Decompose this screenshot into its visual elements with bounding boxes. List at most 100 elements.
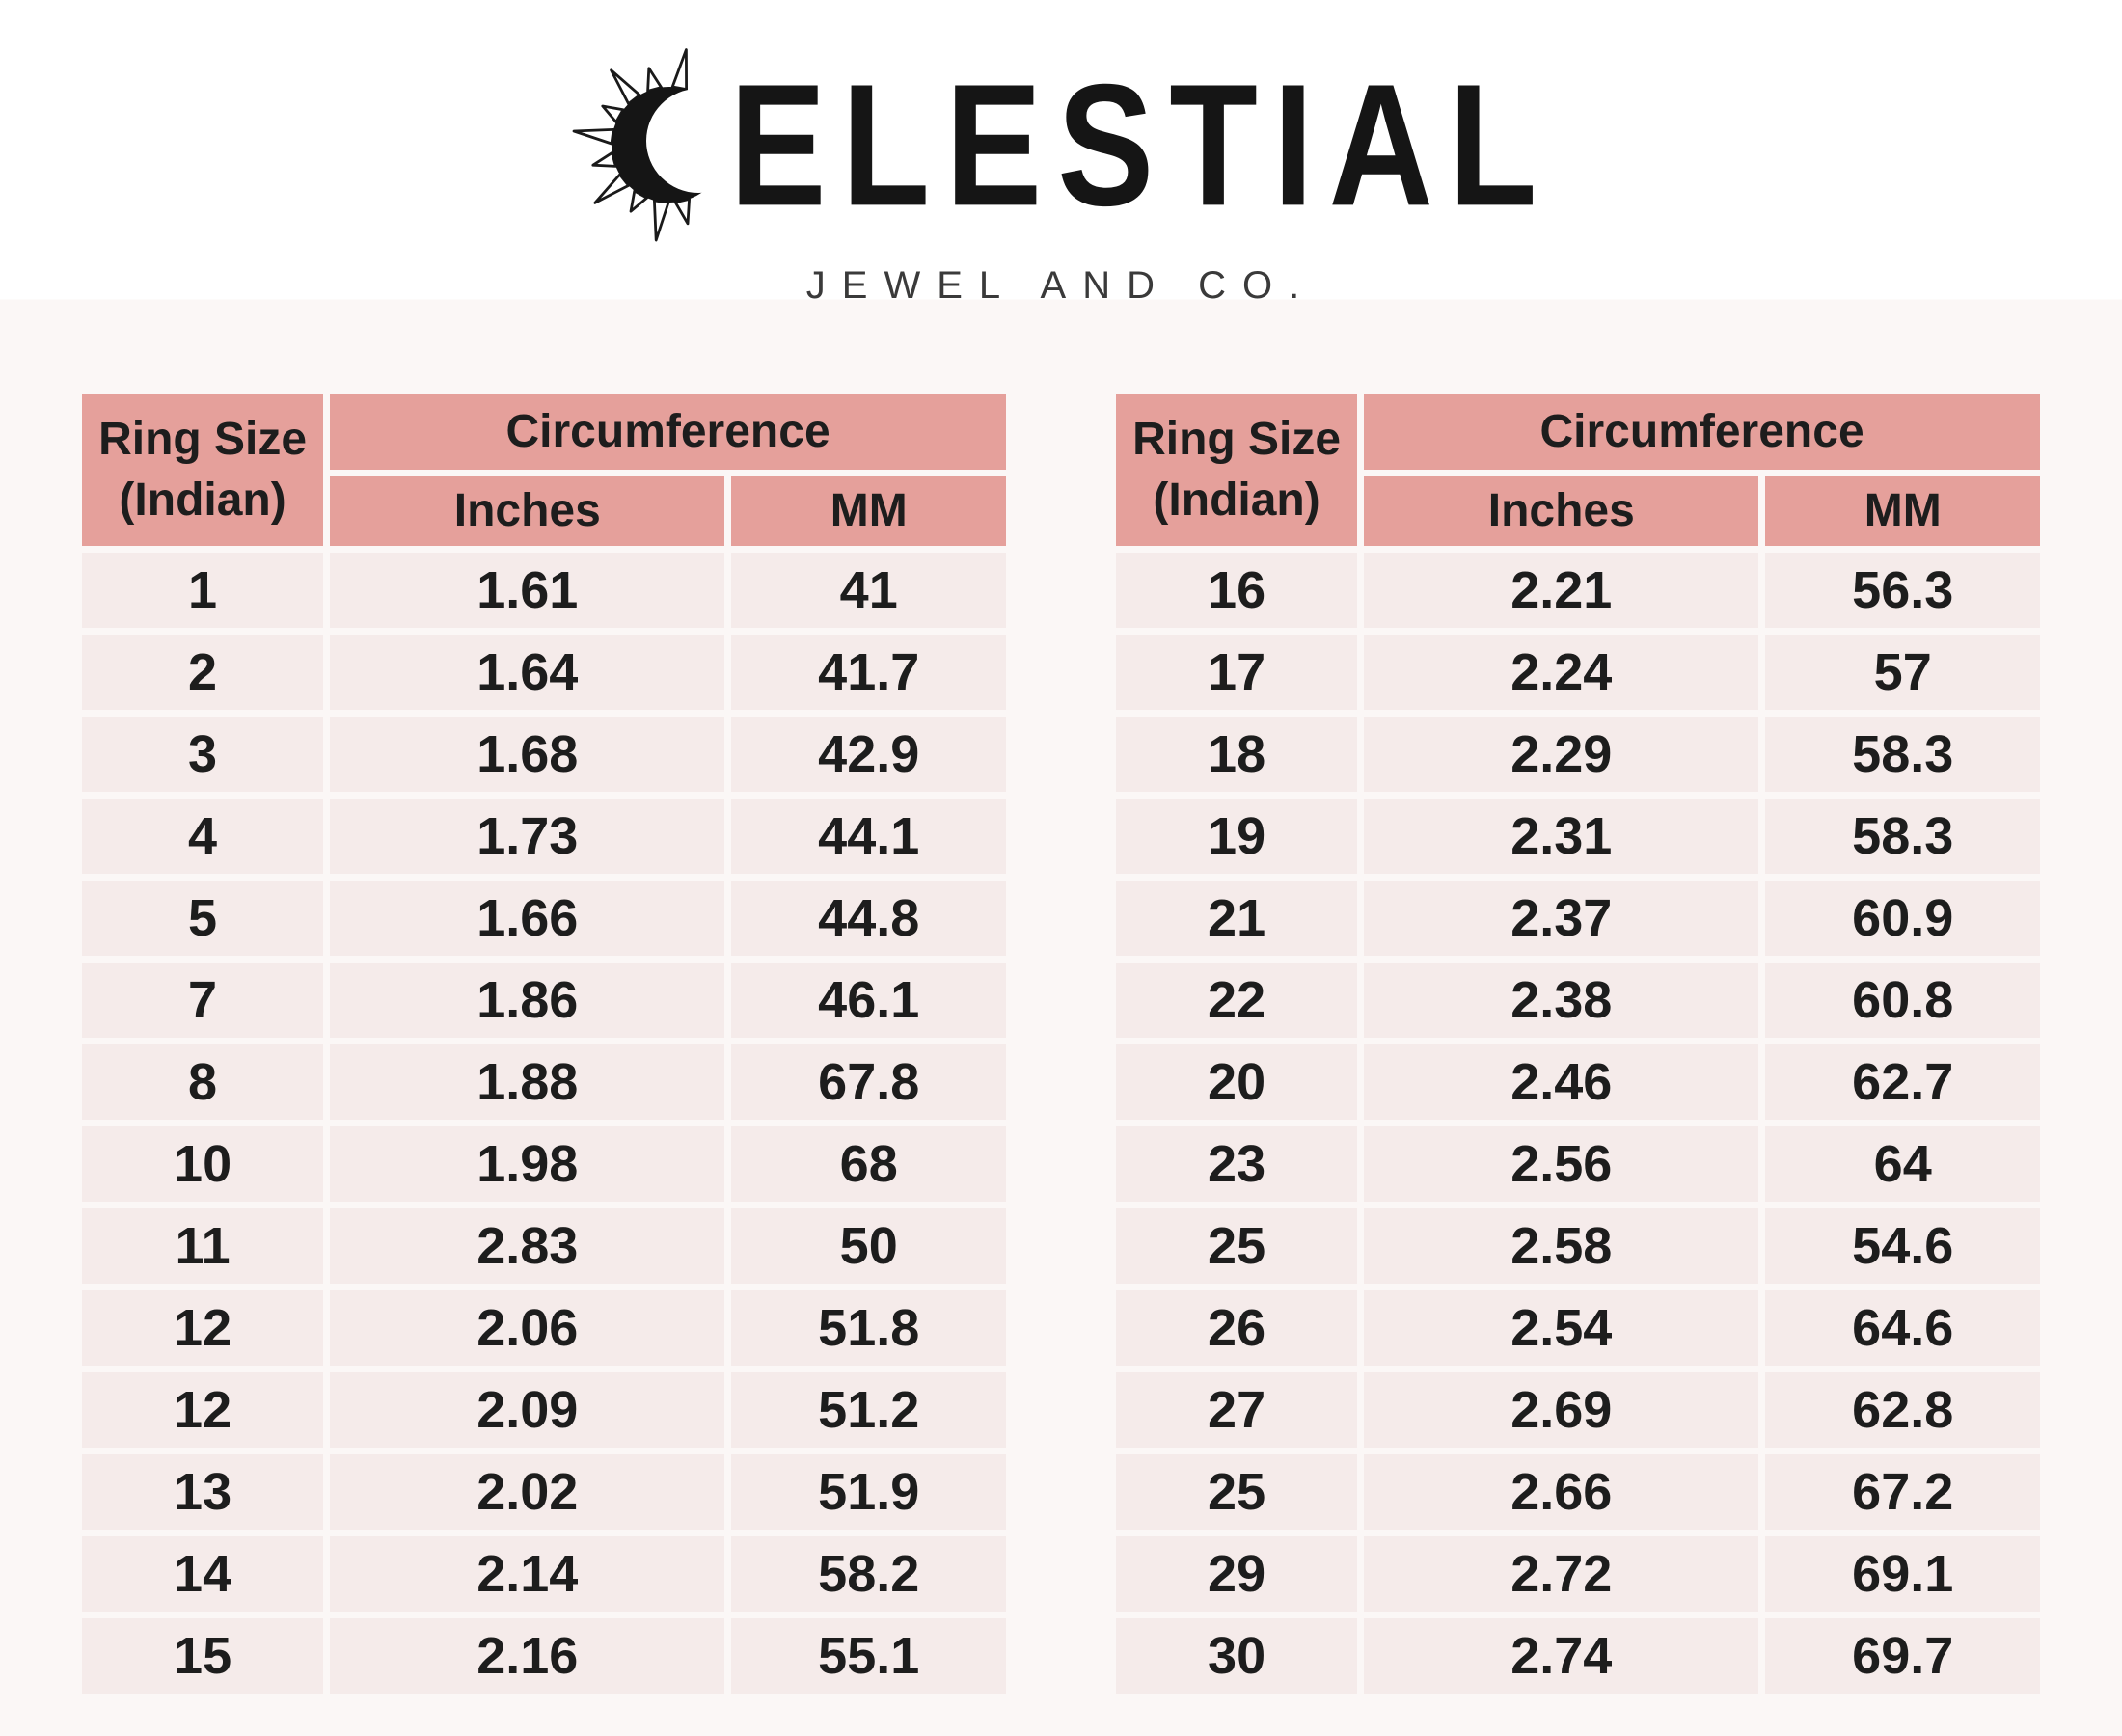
ring-size-cell: 16 xyxy=(1116,553,1358,628)
header-row-top: Ring Size (Indian) Circumference xyxy=(1116,394,2040,546)
ring-size-header-cell: Ring Size (Indian) xyxy=(82,394,324,546)
ring-size-cell: 25 xyxy=(1116,1454,1358,1530)
ring-size-cell: 3 xyxy=(82,717,324,792)
inches-cell: 2.31 xyxy=(1364,799,1759,874)
ring-size-cell: 19 xyxy=(1116,799,1358,874)
table-row: 25 2.66 67.2 xyxy=(1116,1454,2040,1530)
inches-cell: 2.21 xyxy=(1364,553,1759,628)
mm-cell: 57 xyxy=(1765,635,2040,710)
ring-size-cell: 25 xyxy=(1116,1208,1358,1284)
circumference-header-cell: Circumference xyxy=(330,394,1006,470)
table-body: 16 2.21 56.3 17 2.24 57 18 2.29 58.3 19 2.31 58.3 21… xyxy=(1116,553,2040,1694)
ring-size-cell: 8 xyxy=(82,1044,324,1120)
mm-cell: 55.1 xyxy=(731,1618,1006,1694)
inches-header-cell: Inches xyxy=(330,476,725,546)
mm-cell: 62.8 xyxy=(1765,1372,2040,1448)
inches-cell: 2.37 xyxy=(1364,881,1759,956)
inches-cell: 1.73 xyxy=(330,799,725,874)
ring-size-header-line1: Ring Size xyxy=(98,414,308,466)
mm-cell: 51.9 xyxy=(731,1454,1006,1530)
ring-size-cell: 20 xyxy=(1116,1044,1358,1120)
table-row: 5 1.66 44.8 xyxy=(82,881,1006,956)
table-row: 17 2.24 57 xyxy=(1116,635,2040,710)
mm-cell: 60.9 xyxy=(1765,881,2040,956)
mm-cell: 51.2 xyxy=(731,1372,1006,1448)
inches-cell: 1.86 xyxy=(330,963,725,1038)
table-header: Ring Size (Indian) Circumference Inches MM xyxy=(1116,394,2040,546)
inches-cell: 2.66 xyxy=(1364,1454,1759,1530)
inches-cell: 2.74 xyxy=(1364,1618,1759,1694)
mm-cell: 58.3 xyxy=(1765,799,2040,874)
table-row: 7 1.86 46.1 xyxy=(82,963,1006,1038)
mm-cell: 69.1 xyxy=(1765,1536,2040,1612)
inches-cell: 1.68 xyxy=(330,717,725,792)
table-row: 2 1.64 41.7 xyxy=(82,635,1006,710)
mm-cell: 64.6 xyxy=(1765,1290,2040,1366)
size-charts: Ring Size (Indian) Circumference Inches MM 1 1… xyxy=(0,388,2122,1700)
table-row: 27 2.69 62.8 xyxy=(1116,1372,2040,1448)
table-row: 20 2.46 62.7 xyxy=(1116,1044,2040,1120)
brand-name: ELESTIAL xyxy=(729,47,1553,242)
ring-size-cell: 29 xyxy=(1116,1536,1358,1612)
ring-size-cell: 15 xyxy=(82,1618,324,1694)
header-row-sub: Inches MM xyxy=(1116,476,2040,546)
ring-size-cell: 1 xyxy=(82,553,324,628)
table-row: 14 2.14 58.2 xyxy=(82,1536,1006,1612)
mm-cell: 60.8 xyxy=(1765,963,2040,1038)
table-header: Ring Size (Indian) Circumference Inches MM xyxy=(82,394,1006,546)
mm-cell: 67.2 xyxy=(1765,1454,2040,1530)
inches-header-cell: Inches xyxy=(1364,476,1759,546)
mm-cell: 51.8 xyxy=(731,1290,1006,1366)
ring-size-cell: 2 xyxy=(82,635,324,710)
table-row: 1 1.61 41 xyxy=(82,553,1006,628)
inches-cell: 2.09 xyxy=(330,1372,725,1448)
table-row: 3 1.68 42.9 xyxy=(82,717,1006,792)
ring-size-cell: 5 xyxy=(82,881,324,956)
header-row-sub: Inches MM xyxy=(82,476,1006,546)
ring-size-cell: 17 xyxy=(1116,635,1358,710)
inches-cell: 2.69 xyxy=(1364,1372,1759,1448)
ring-size-cell: 12 xyxy=(82,1372,324,1448)
table-row: 12 2.09 51.2 xyxy=(82,1372,1006,1448)
header-row-top: Ring Size (Indian) Circumference xyxy=(82,394,1006,546)
table-row: 29 2.72 69.1 xyxy=(1116,1536,2040,1612)
ring-size-cell: 7 xyxy=(82,963,324,1038)
ring-size-cell: 22 xyxy=(1116,963,1358,1038)
ring-size-cell: 14 xyxy=(82,1536,324,1612)
ring-size-cell: 11 xyxy=(82,1208,324,1284)
inches-cell: 1.66 xyxy=(330,881,725,956)
inches-cell: 2.58 xyxy=(1364,1208,1759,1284)
table-row: 18 2.29 58.3 xyxy=(1116,717,2040,792)
inches-cell: 2.02 xyxy=(330,1454,725,1530)
mm-cell: 64 xyxy=(1765,1126,2040,1202)
brand-row: ELESTIAL xyxy=(0,41,2122,249)
mm-cell: 56.3 xyxy=(1765,553,2040,628)
table-row: 21 2.37 60.9 xyxy=(1116,881,2040,956)
mm-header-cell: MM xyxy=(1765,476,2040,546)
mm-cell: 58.2 xyxy=(731,1536,1006,1612)
table-row: 13 2.02 51.9 xyxy=(82,1454,1006,1530)
mm-cell: 44.1 xyxy=(731,799,1006,874)
ring-size-cell: 27 xyxy=(1116,1372,1358,1448)
table-row: 23 2.56 64 xyxy=(1116,1126,2040,1202)
mm-cell: 50 xyxy=(731,1208,1006,1284)
brand-logo: ELESTIAL JEWEL AND CO. xyxy=(0,0,2122,307)
ring-size-header-line2: (Indian) xyxy=(119,474,286,526)
ring-size-cell: 4 xyxy=(82,799,324,874)
ring-size-header-line2: (Indian) xyxy=(1153,474,1320,526)
ring-size-cell: 18 xyxy=(1116,717,1358,792)
mm-header-cell: MM xyxy=(731,476,1006,546)
ring-size-cell: 30 xyxy=(1116,1618,1358,1694)
table-row: 11 2.83 50 xyxy=(82,1208,1006,1284)
mm-cell: 46.1 xyxy=(731,963,1006,1038)
table-body: 1 1.61 41 2 1.64 41.7 3 1.68 42.9 4 1.73 44.1 5 1.66 4… xyxy=(82,553,1006,1694)
ring-size-header-cell: Ring Size (Indian) xyxy=(1116,394,1358,546)
inches-cell: 1.64 xyxy=(330,635,725,710)
table-row: 15 2.16 55.1 xyxy=(82,1618,1006,1694)
mm-cell: 44.8 xyxy=(731,881,1006,956)
inches-cell: 2.06 xyxy=(330,1290,725,1366)
inches-cell: 2.54 xyxy=(1364,1290,1759,1366)
mm-cell: 69.7 xyxy=(1765,1618,2040,1694)
inches-cell: 2.29 xyxy=(1364,717,1759,792)
